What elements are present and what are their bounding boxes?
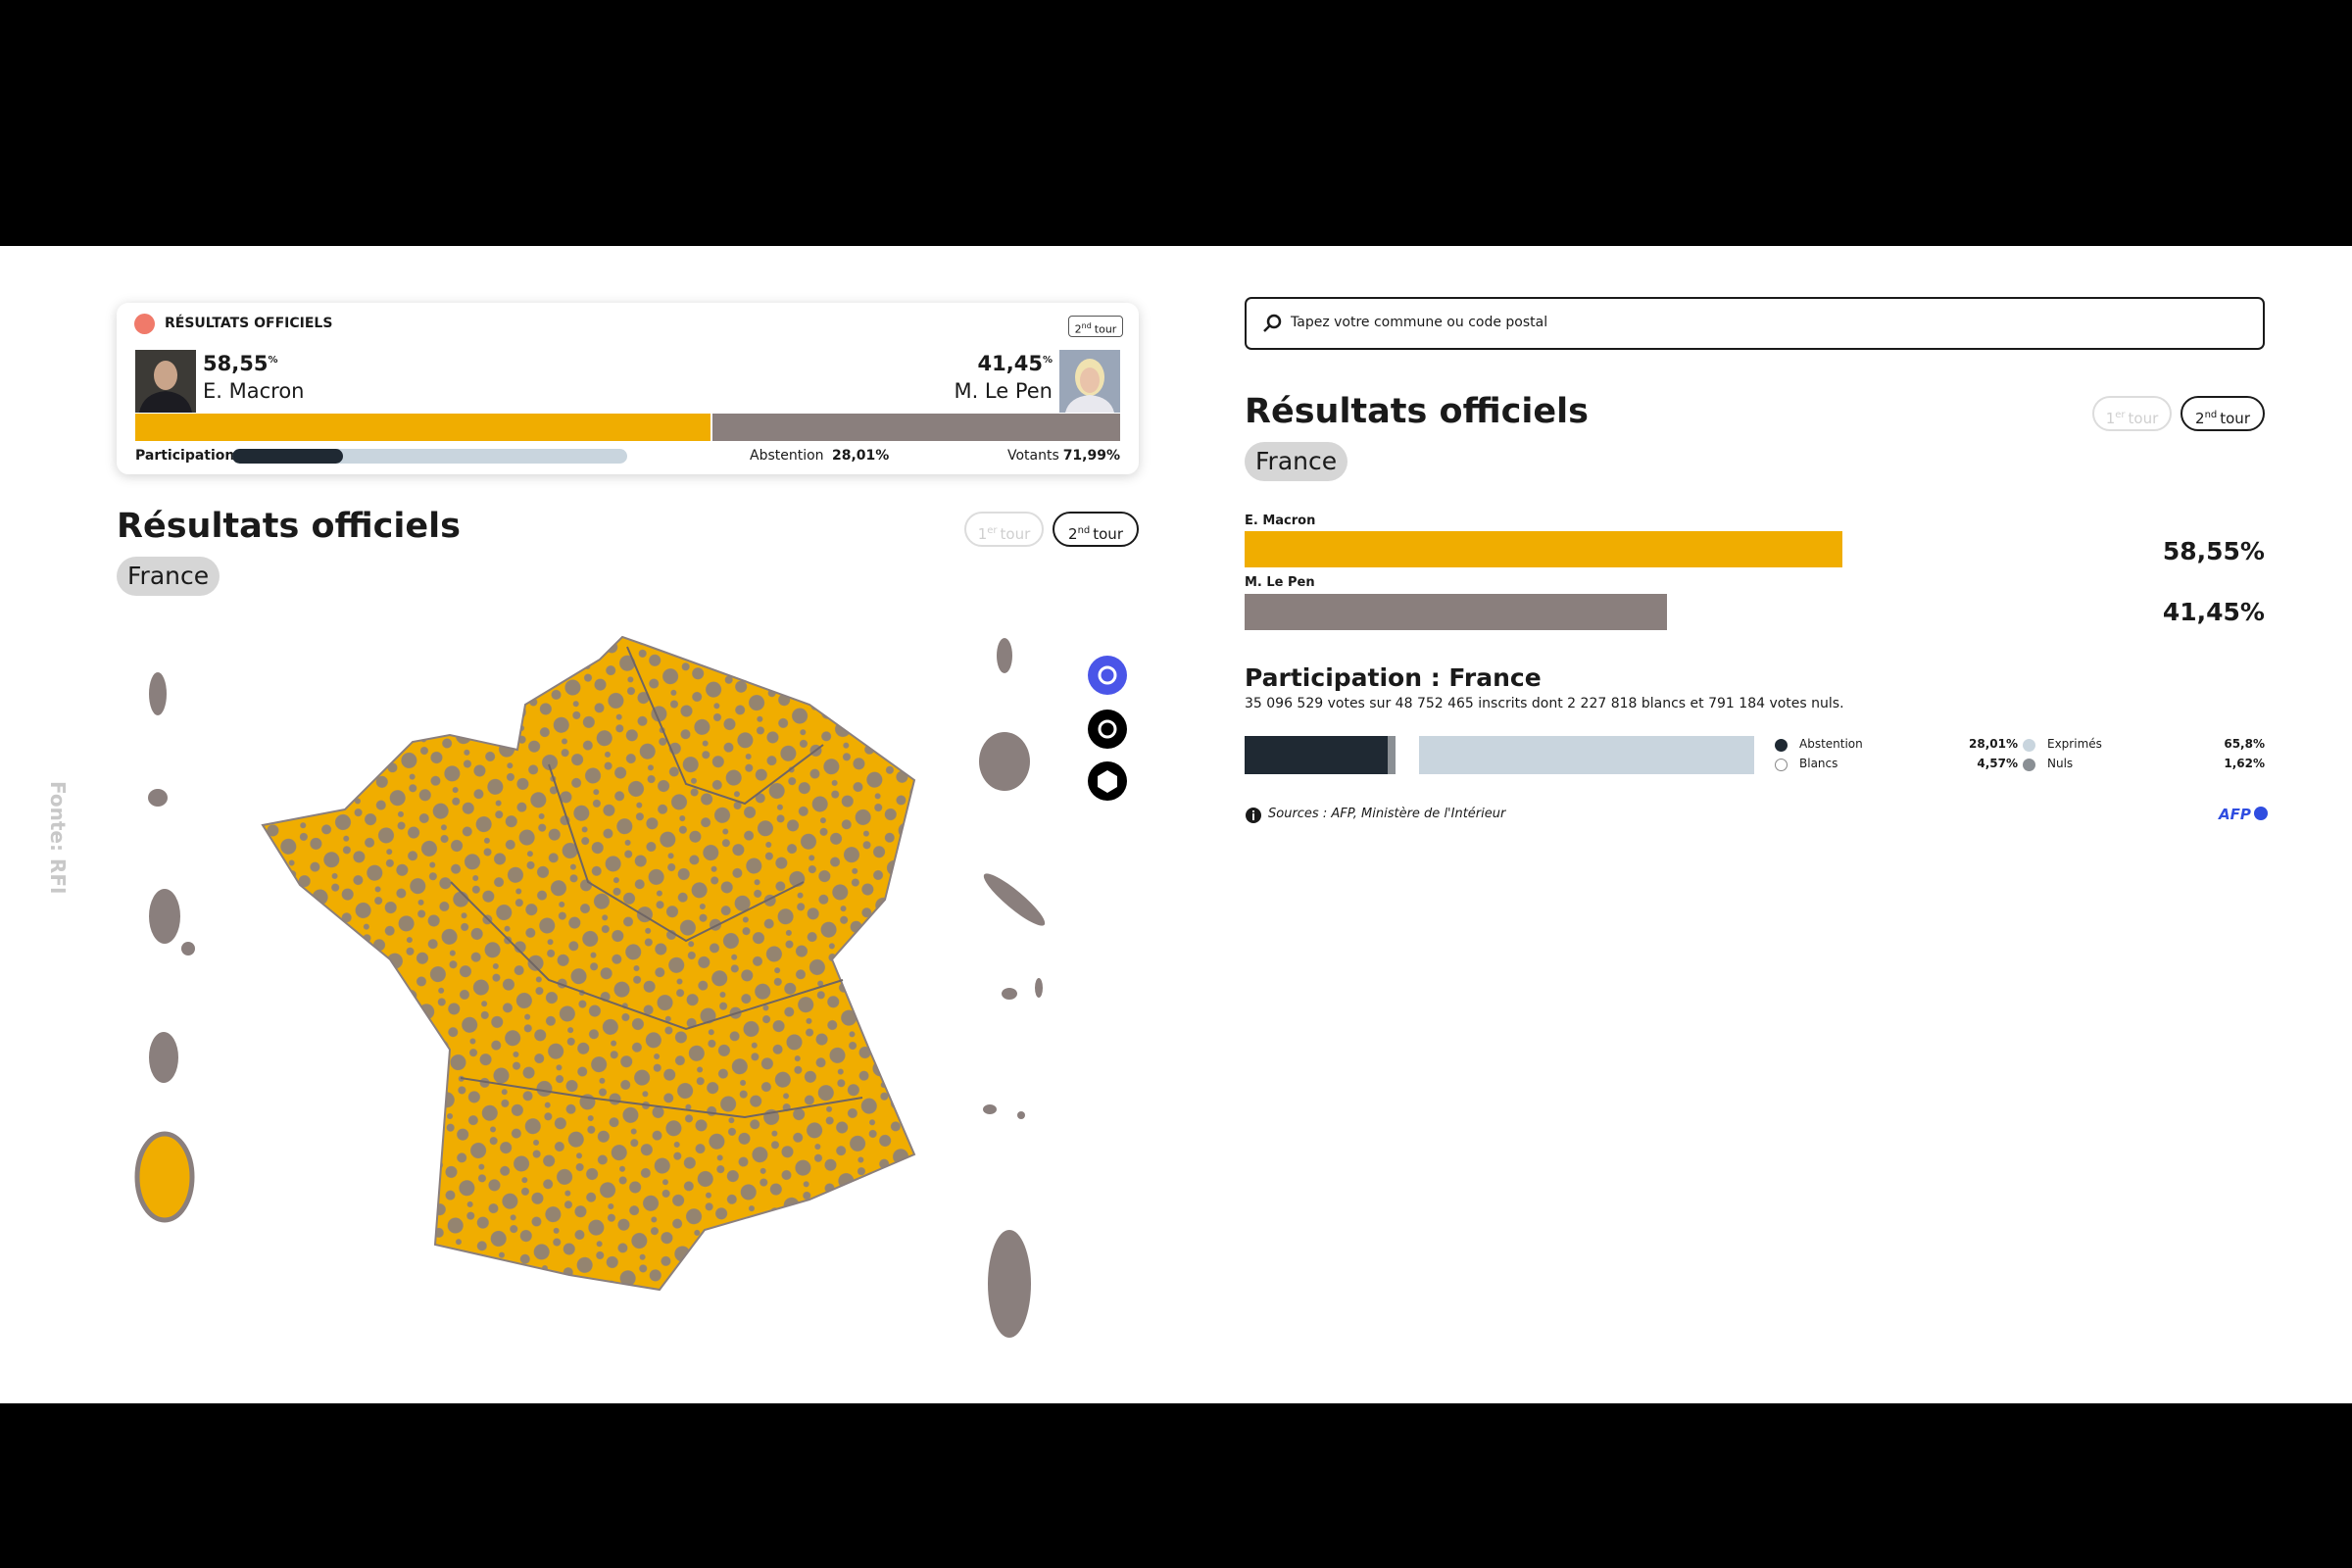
map-title: Résultats officiels: [117, 507, 461, 546]
candidate-score: 41,45%: [978, 352, 1053, 375]
legend-dot: [2023, 759, 2035, 771]
search-placeholder: Tapez votre commune ou code postal: [1291, 315, 1548, 330]
round-word: tour: [1000, 525, 1031, 543]
control-icon: [1098, 770, 1117, 793]
legend-name: Abstention: [1799, 737, 1863, 751]
candidate-name: E. Macron: [1245, 514, 1316, 528]
legend-value: 4,57%: [1977, 757, 2018, 770]
legend-name: Blancs: [1799, 757, 1838, 770]
search-box[interactable]: Tapez votre commune ou code postal: [1245, 297, 2265, 350]
participation-description: 35 096 529 votes sur 48 752 465 inscrits…: [1245, 696, 1844, 711]
photo-face: [1080, 368, 1100, 393]
round-badge: 2nd tour: [1068, 316, 1123, 337]
candidate-value: 58,55%: [2162, 537, 2265, 565]
votants-title: Votants: [1007, 448, 1059, 464]
watermark: Fonte: RFI: [46, 781, 70, 895]
candidate-photo: [135, 350, 196, 413]
legend-value: 65,8%: [2224, 737, 2265, 751]
round-word: tour: [1093, 525, 1123, 543]
votants-value: 71,99%: [1062, 448, 1120, 464]
control-button[interactable]: [1088, 710, 1127, 749]
participation-bar: [232, 449, 627, 464]
candidate-bar: [1245, 531, 1842, 567]
participation-label: Participation: [135, 448, 235, 464]
round-number: 2: [2195, 410, 2205, 427]
score-unit: %: [1042, 355, 1053, 366]
score-segment: [135, 414, 711, 441]
candidate-name: M. Le Pen: [1245, 575, 1315, 590]
round-number: 1: [977, 525, 988, 543]
participation-segment: [1245, 736, 1388, 774]
round-button[interactable]: 1er tour: [964, 512, 1044, 547]
candidate-bar: [1245, 594, 1668, 630]
legend-name: Nuls: [2047, 757, 2074, 770]
map-controls: [1088, 656, 1127, 801]
search-icon: [1263, 314, 1282, 332]
participation-bar: [1245, 736, 1754, 774]
source: Sources : AFP, Ministère de l'Intérieur: [1268, 807, 1506, 821]
logo-dot: [2253, 807, 2268, 820]
score-bar: [135, 414, 1120, 441]
round-button[interactable]: 2nd tour: [1053, 512, 1139, 547]
abstention-title: Abstention: [750, 448, 824, 464]
control-icon: [1098, 719, 1117, 739]
round-suffix: nd: [1081, 321, 1092, 330]
legend-dot: [1775, 739, 1788, 752]
round-button[interactable]: 2nd tour: [2180, 396, 2265, 431]
round-suffix: nd: [2204, 410, 2218, 420]
participation-title: Participation : France: [1245, 663, 1542, 692]
candidate-value: 41,45%: [2162, 598, 2265, 626]
round-number: 1: [2105, 410, 2116, 427]
round-button[interactable]: 1er tour: [2092, 396, 2172, 431]
round-number: 2: [1074, 322, 1082, 336]
legend-value: 28,01%: [1969, 737, 2018, 751]
photo-face: [154, 361, 177, 390]
round-suffix: nd: [1077, 525, 1091, 536]
summary-card: RÉSULTATS OFFICIELS 2nd tour 58,55% E. Ma…: [117, 303, 1139, 474]
legend-dot: [2023, 739, 2035, 752]
afp-logo: AFP: [2219, 806, 2268, 823]
watermark-box: Fonte: RFI: [33, 781, 78, 895]
round-number: 2: [1068, 525, 1078, 543]
round-word: tour: [1094, 322, 1117, 336]
status-label: RÉSULTATS OFFICIELS: [165, 316, 333, 331]
score-segment: [712, 414, 1120, 441]
candidate-score: 58,55%: [203, 352, 277, 375]
location-chip: France: [117, 557, 220, 596]
round-word: tour: [2128, 410, 2159, 427]
control-button[interactable]: [1088, 656, 1127, 695]
round-word: tour: [2220, 410, 2250, 427]
legend-dot: [1775, 759, 1788, 771]
legend-value: 1,62%: [2224, 757, 2265, 770]
location-chip: France: [1245, 442, 1348, 481]
photo-body: [139, 391, 192, 413]
results-title: Résultats officiels: [1245, 392, 1589, 431]
score-value: 58,55: [203, 352, 269, 375]
abstention-value: 28,01%: [832, 448, 890, 464]
control-icon: [1098, 665, 1117, 685]
abstention-segment: [232, 449, 343, 464]
participation-segment: [1396, 736, 1419, 774]
candidate-name: M. Le Pen: [954, 379, 1053, 403]
participation-segment: [1387, 736, 1396, 774]
legend-name: Exprimés: [2047, 737, 2102, 751]
logo-text: AFP: [2219, 806, 2251, 823]
round-suffix: er: [987, 525, 998, 536]
status-dot: [134, 314, 155, 334]
score-value: 41,45: [977, 352, 1043, 375]
participation-segment: [1418, 736, 1754, 774]
round-suffix: er: [2115, 410, 2126, 420]
candidate-name: E. Macron: [203, 379, 305, 403]
photo-body: [1065, 395, 1114, 413]
score-unit: %: [268, 355, 278, 366]
candidate-photo: [1059, 350, 1120, 413]
info-icon: [1246, 808, 1261, 823]
